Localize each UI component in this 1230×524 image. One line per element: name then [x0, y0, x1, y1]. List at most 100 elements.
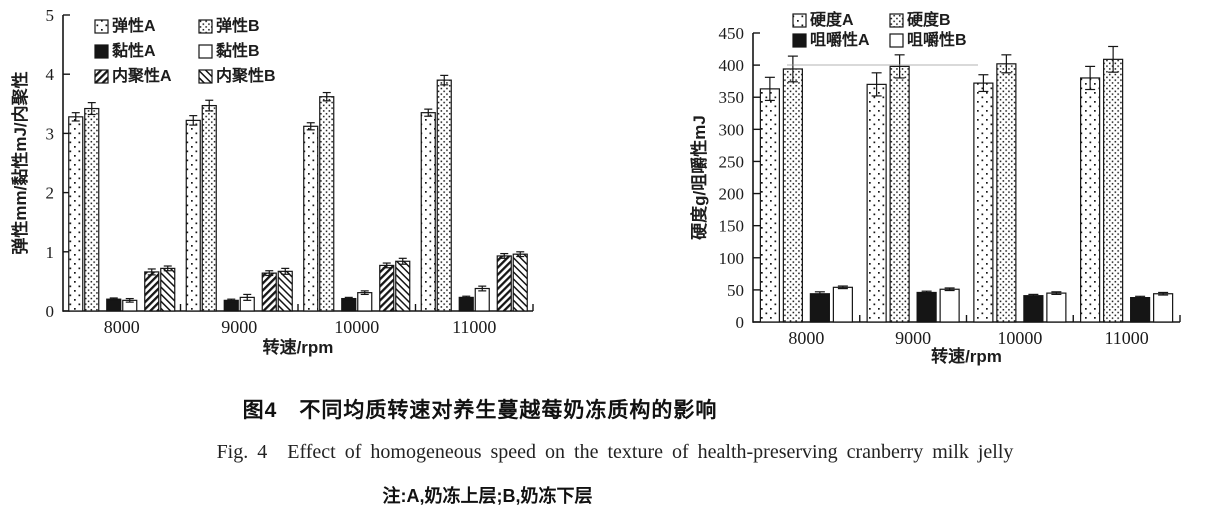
bar-内聚性A-9000: [261, 272, 277, 312]
error-bar: [894, 54, 905, 79]
bar-内聚性B-11000: [512, 253, 528, 312]
legend-label-黏性A: 黏性A: [112, 41, 156, 60]
bar-弹性B-11000: [436, 79, 452, 312]
bar-咀嚼性A-8000: [809, 293, 830, 323]
error-bar: [1158, 291, 1169, 296]
hardness-chewiness-chart-svg: 0 50 100 150 200 250 300 350 400 450 8000 9000 10000…: [689, 10, 1181, 366]
svg-text:转速/rpm: 转速/rpm: [931, 346, 1002, 366]
svg-text:11000: 11000: [1104, 328, 1148, 348]
bar-硬度B-9000: [889, 65, 910, 323]
bar-内聚性A-8000: [144, 271, 160, 312]
error-bar: [1028, 293, 1039, 298]
legend-swatch-黏性B: [198, 44, 213, 59]
bar-咀嚼性B-9000: [939, 288, 960, 323]
legend: 弹性A 弹性B 黏性A 黏性B 内聚性A 内聚性B: [94, 16, 276, 85]
bar-咀嚼性B-10000: [1046, 292, 1067, 323]
bar-硬度B-10000: [996, 63, 1017, 323]
legend-swatch-咀嚼性A: [792, 33, 807, 48]
error-bar: [440, 74, 449, 86]
error-bar: [764, 76, 775, 102]
bar-硬度A-8000: [759, 88, 780, 323]
caption-zh: 图4 不同均质转速对养生蔓越莓奶冻质构的影响: [242, 399, 718, 422]
bar-黏性A-10000: [341, 297, 357, 312]
y-axis-label: 弹性mm/黏性mJ/内聚性: [10, 71, 30, 254]
error-bar: [125, 297, 134, 303]
error-bar: [71, 112, 80, 122]
bar-弹性A-8000: [68, 116, 84, 312]
error-bar: [871, 72, 882, 97]
bar-内聚性B-9000: [277, 270, 293, 312]
svg-text:5: 5: [46, 6, 55, 25]
error-bar: [281, 267, 290, 275]
error-bar: [87, 102, 96, 116]
svg-text:转速/rpm: 转速/rpm: [263, 337, 334, 357]
bar-黏性B-11000: [474, 287, 490, 312]
svg-text:3: 3: [46, 124, 55, 143]
caption-en: Fig. 4 Effect of homogeneous speed on th…: [216, 441, 1014, 463]
bars: [759, 45, 1174, 323]
error-bar: [163, 265, 172, 272]
svg-text:0: 0: [46, 302, 55, 321]
svg-text:150: 150: [719, 217, 745, 236]
legend-label-弹性A: 弹性A: [112, 16, 156, 35]
error-bar: [382, 262, 391, 269]
error-bar: [516, 251, 525, 258]
svg-text:300: 300: [719, 120, 745, 139]
bar-弹性B-10000: [319, 96, 335, 312]
error-bar: [787, 55, 798, 83]
bar-弹性B-9000: [201, 104, 217, 312]
error-bar: [1001, 54, 1012, 74]
error-bar: [1085, 65, 1096, 91]
error-bar: [398, 257, 407, 265]
bar-咀嚼性B-11000: [1153, 293, 1174, 323]
legend-swatch-黏性A: [94, 44, 109, 59]
svg-text:弹性mm/黏性mJ/内聚性: 弹性mm/黏性mJ/内聚性: [10, 71, 30, 254]
svg-text:200: 200: [719, 185, 745, 204]
legend-swatch-弹性A: [94, 19, 109, 34]
legend-label-硬度B: 硬度B: [907, 10, 951, 29]
error-bar: [205, 99, 214, 112]
caption-note: 注:A,奶冻上层;B,奶冻下层: [382, 486, 593, 506]
error-bar: [1108, 45, 1119, 73]
error-bar: [306, 122, 315, 131]
bar-咀嚼性B-8000: [832, 286, 853, 323]
svg-text:9000: 9000: [221, 317, 257, 337]
bar-硬度A-11000: [1080, 77, 1101, 323]
svg-text:8000: 8000: [788, 328, 824, 348]
svg-text:4: 4: [46, 65, 55, 84]
error-bar: [500, 252, 509, 259]
error-bar: [462, 295, 471, 300]
legend-swatch-弹性B: [198, 19, 213, 34]
legend-label-黏性B: 黏性B: [216, 41, 260, 60]
bar-咀嚼性A-11000: [1130, 296, 1151, 323]
svg-text:11000: 11000: [452, 317, 496, 337]
error-bar: [944, 287, 955, 292]
bar-弹性A-11000: [420, 112, 436, 312]
svg-text:50: 50: [727, 281, 744, 300]
error-bar: [1135, 295, 1146, 300]
bar-咀嚼性A-10000: [1023, 295, 1044, 323]
svg-text:400: 400: [719, 56, 745, 75]
bar-弹性B-8000: [84, 107, 100, 312]
legend-swatch-内聚性A: [94, 69, 109, 84]
svg-text:100: 100: [719, 249, 745, 268]
bar-硬度A-9000: [866, 83, 887, 323]
bar-黏性A-11000: [458, 296, 474, 312]
error-bar: [227, 298, 236, 303]
bar-咀嚼性A-9000: [916, 291, 937, 323]
bar-内聚性A-11000: [496, 255, 512, 312]
error-bar: [1051, 291, 1062, 295]
legend-label-硬度A: 硬度A: [810, 10, 854, 29]
bar-黏性B-10000: [357, 292, 373, 312]
legend-label-内聚性B: 内聚性B: [216, 66, 276, 85]
error-bar: [978, 74, 989, 93]
error-bar: [814, 291, 825, 297]
legend-swatch-咀嚼性B: [889, 33, 904, 48]
error-bar: [243, 293, 252, 301]
svg-text:450: 450: [719, 24, 745, 43]
svg-text:1: 1: [46, 243, 55, 262]
y-axis-label: 硬度g/咀嚼性mJ: [689, 115, 709, 240]
error-bar: [837, 285, 848, 290]
svg-text:2: 2: [46, 184, 55, 203]
